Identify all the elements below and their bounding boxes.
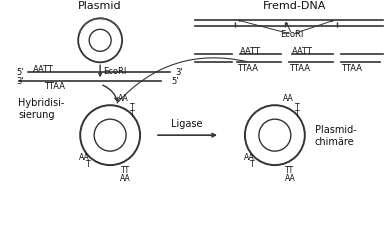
Text: 5': 5' bbox=[16, 68, 24, 76]
Text: T
T: T T bbox=[130, 102, 135, 119]
Text: TTAA: TTAA bbox=[44, 81, 65, 90]
Text: TTAA: TTAA bbox=[237, 63, 258, 72]
Text: AATT: AATT bbox=[33, 65, 54, 73]
Text: AATT: AATT bbox=[292, 47, 313, 56]
Text: EcoRI: EcoRI bbox=[103, 66, 127, 75]
Text: EcoRI: EcoRI bbox=[280, 30, 303, 39]
Text: Ligase: Ligase bbox=[171, 119, 203, 129]
Text: 3': 3' bbox=[175, 68, 183, 76]
Text: Plasmid: Plasmid bbox=[78, 1, 122, 11]
Text: 5': 5' bbox=[171, 76, 179, 85]
Text: T
T: T T bbox=[295, 102, 300, 119]
Text: TT
AA: TT AA bbox=[120, 165, 130, 182]
Text: 3': 3' bbox=[16, 76, 24, 85]
Text: AATT: AATT bbox=[240, 47, 261, 56]
Text: AA: AA bbox=[118, 94, 129, 103]
Text: Plasmid-
chimäre: Plasmid- chimäre bbox=[315, 125, 357, 146]
Text: AA: AA bbox=[283, 94, 294, 103]
Text: AA
T: AA T bbox=[244, 152, 255, 169]
Text: Fremd-DNA: Fremd-DNA bbox=[263, 1, 327, 11]
Text: TT
AA: TT AA bbox=[284, 165, 295, 182]
Text: TTAA: TTAA bbox=[289, 63, 310, 72]
Text: AA
T: AA T bbox=[80, 152, 90, 169]
Text: TTAA: TTAA bbox=[341, 63, 362, 72]
Text: Hybridisi-
sierung: Hybridisi- sierung bbox=[18, 98, 65, 119]
